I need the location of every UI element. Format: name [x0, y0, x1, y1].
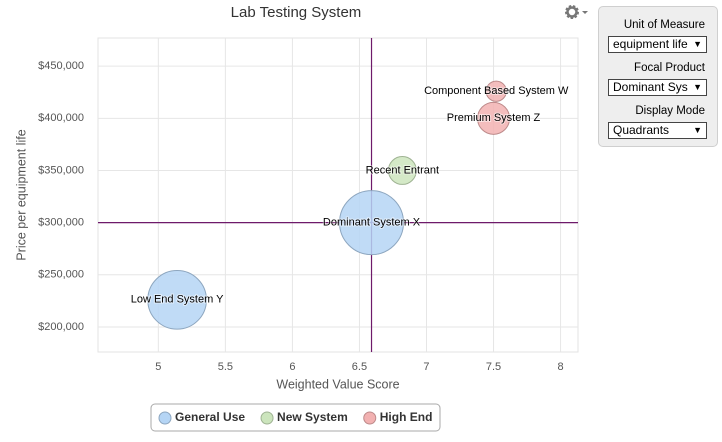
legend-item[interactable]: High End — [363, 410, 433, 425]
bubble-label: Recent Entrant — [366, 164, 439, 176]
y-tick-label: $400,000 — [38, 112, 84, 124]
bubble-label: Low End System Y — [131, 294, 224, 306]
bubbles — [147, 80, 511, 330]
x-tick-label: 5.5 — [218, 361, 233, 373]
legend-item[interactable]: New System — [260, 410, 348, 425]
unit-value: equipment life — [613, 37, 688, 51]
focal-label: Focal Product — [634, 62, 705, 74]
x-tick-label: 7.5 — [486, 361, 501, 373]
legend-swatch — [363, 411, 377, 425]
legend-label: New System — [277, 410, 348, 424]
x-axis-title: Weighted Value Score — [276, 377, 399, 391]
bubble-label: Component Based System W — [424, 85, 569, 97]
bubble — [147, 270, 207, 330]
x-tick-label: 5 — [155, 361, 161, 373]
legend-label: High End — [380, 410, 433, 424]
plot-area — [97, 37, 579, 353]
legend-label: General Use — [175, 410, 245, 424]
bubble-label: Dominant System X — [323, 217, 421, 229]
bubble-label: Premium System Z — [447, 112, 541, 124]
chart-title: Lab Testing System — [231, 4, 362, 21]
y-tick-label: $250,000 — [38, 269, 84, 281]
bubble — [339, 190, 405, 256]
focal-value: Dominant Sys — [613, 80, 688, 94]
bubble-labels: Low End System Y Dominant System X Recent … — [130, 84, 570, 307]
y-tick-label: $200,000 — [38, 321, 84, 333]
x-tick-label: 6 — [289, 361, 295, 373]
mode-value: Quadrants — [613, 123, 670, 137]
x-tick-label: 7 — [423, 361, 429, 373]
y-tick-label: $350,000 — [38, 164, 84, 176]
bubble — [485, 80, 507, 102]
y-tick-label: $300,000 — [38, 217, 84, 229]
legend-item[interactable]: General Use — [158, 410, 245, 425]
control-panel: Unit of Measure equipment life Focal Pro… — [598, 6, 718, 147]
legend-swatch — [260, 411, 274, 425]
bubble — [477, 101, 511, 135]
x-tick-label: 8 — [558, 361, 564, 373]
legend-box — [150, 403, 441, 432]
legend-swatch — [158, 411, 172, 425]
y-axis-title: Price per equipment life — [14, 129, 28, 260]
bubble — [387, 156, 417, 185]
unit-label: Unit of Measure — [623, 19, 705, 31]
settings-icon[interactable] — [565, 5, 589, 19]
unit-select[interactable]: equipment life — [608, 36, 707, 53]
x-tick-label: 6.5 — [352, 361, 367, 373]
mode-select[interactable]: Quadrants — [608, 122, 707, 139]
focal-select[interactable]: Dominant Sys — [608, 79, 707, 96]
chart: Lab Testing System Weighted Value Score … — [14, 4, 589, 432]
y-tick-label: $450,000 — [38, 60, 84, 72]
mode-label: Display Mode — [635, 105, 705, 117]
